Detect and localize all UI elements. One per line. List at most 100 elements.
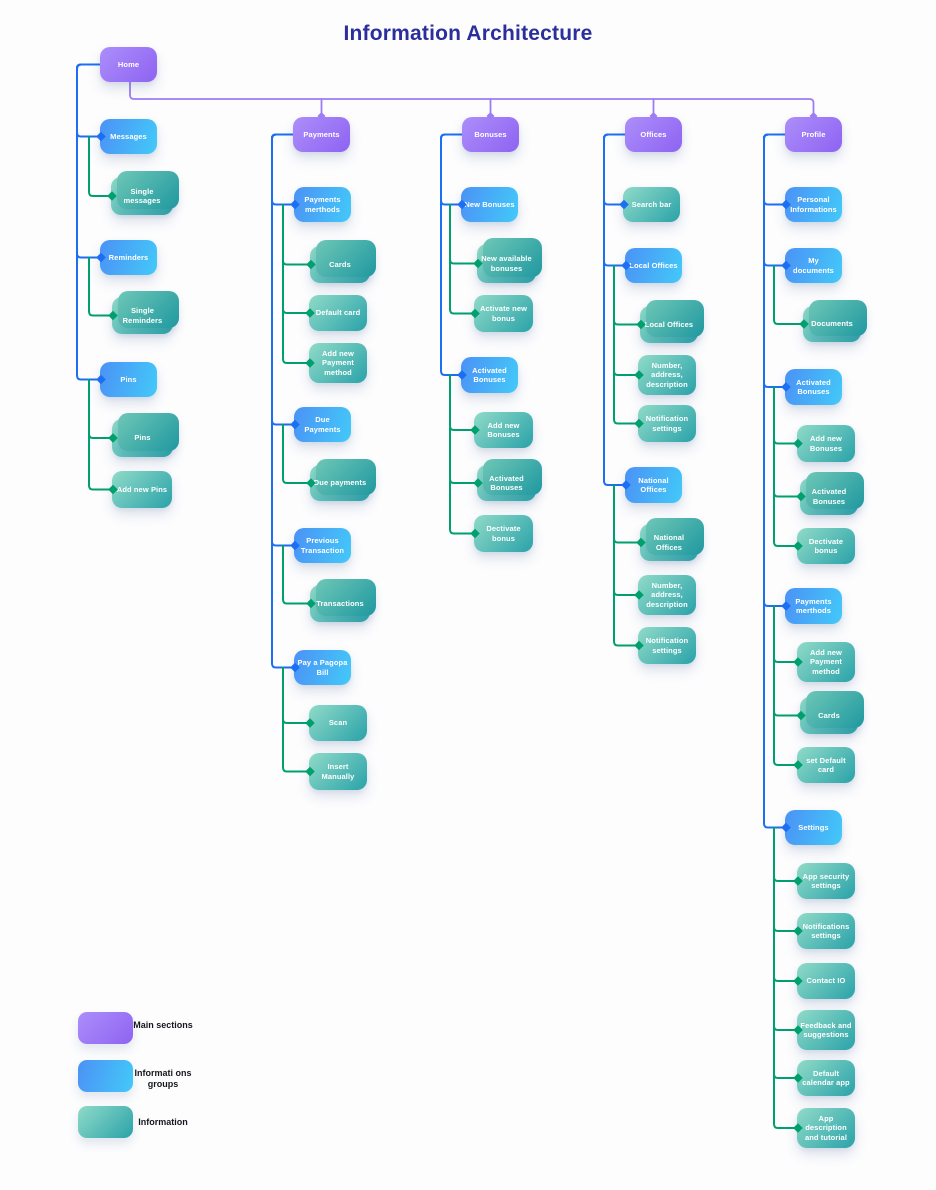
node-my-documents[interactable]: My documents [785,248,842,283]
node-label: National Offices [653,533,685,552]
wire-due-payments [271,133,294,426]
node-set-default-card[interactable]: set Default card [797,747,855,783]
node-new-available-bonuses[interactable]: New available bonuses [477,244,536,283]
wire-payments-methods-profile [763,133,786,607]
node-dectivate-bonus-profile[interactable]: Dectivate bonus [797,528,855,564]
wire-new-bonuses [440,133,463,206]
node-add-new-payment-method-profile[interactable]: Add new Payment method [797,642,855,682]
node-label: Pins [134,433,151,443]
node-label: Personal Informations [790,195,837,214]
node-messages[interactable]: Messages [100,119,157,154]
node-national-offices-info[interactable]: National Offices [640,524,698,561]
node-profile[interactable]: Profile [785,117,842,152]
node-activated-bonuses-profile[interactable]: Activated Bonuses [785,369,842,405]
node-pins[interactable]: Pins [100,362,157,397]
node-label: Add new Payment method [322,348,354,377]
node-app-description-and-tutorial[interactable]: App description and tutorial [797,1108,855,1148]
node-label: Pins [120,374,137,384]
node-contact-io[interactable]: Contact IO [797,963,855,999]
node-payments[interactable]: Payments [293,117,350,152]
node-label: Cards [329,259,351,269]
node-default-calendar-app[interactable]: Default calendar app [797,1060,855,1096]
node-number-address-local[interactable]: Number, address, description [638,355,696,395]
node-label: National Offices [638,475,669,494]
node-single-reminders[interactable]: Single Reminders [112,297,173,334]
node-activated-bonuses-profile-info[interactable]: Activated Bonuses [800,478,858,515]
node-notification-settings-local[interactable]: Notification settings [638,405,696,442]
node-payments-methods-profile[interactable]: Payments merthods [785,588,842,624]
node-label: Activated Bonuses [811,487,847,506]
node-default-card[interactable]: Default card [309,295,367,331]
node-settings[interactable]: Settings [785,810,842,845]
node-personal-informations[interactable]: Personal Informations [785,187,842,222]
node-pay-pagopa-bill[interactable]: Pay a Pagopa Bill [294,650,351,685]
node-local-offices-info[interactable]: Local Offices [640,306,698,343]
node-add-new-pins[interactable]: Add new Pins [112,471,172,508]
node-label: Add new Bonuses [809,434,843,453]
node-cards[interactable]: Cards [310,246,370,283]
node-cards-profile[interactable]: Cards [800,697,858,734]
node-label: New available bonuses [481,254,532,273]
node-search-bar[interactable]: Search bar [623,187,680,222]
node-activated-bonuses-info[interactable]: Activated Bonuses [477,465,536,501]
wire-search-bar [603,133,626,206]
node-label: Number, address, description [646,360,688,389]
node-activate-new-bonus[interactable]: Activate new bonus [474,295,533,332]
node-app-security-settings[interactable]: App security settings [797,863,855,899]
node-feedback-and-suggestions[interactable]: Feedback and suggestions [797,1010,855,1050]
node-bonuses[interactable]: Bonuses [462,117,519,152]
node-label: My documents [793,256,834,275]
node-previous-transaction[interactable]: Previous Transaction [294,528,351,563]
node-activated-bonuses[interactable]: Activated Bonuses [461,357,518,393]
node-offices[interactable]: Offices [625,117,682,152]
page-title: Information Architecture [343,22,593,45]
wire-pay-pagopa-bill [271,133,294,669]
node-dectivate-bonus[interactable]: Dectivate bonus [474,515,533,552]
node-number-address-national[interactable]: Number, address, description [638,575,696,615]
wire-reminders [76,63,101,259]
node-pins-info[interactable]: Pins [112,419,173,457]
node-add-new-payment-method[interactable]: Add new Payment method [309,343,367,383]
node-new-bonuses[interactable]: New Bonuses [461,187,518,222]
node-label: Default calendar app [802,1068,850,1087]
node-transactions[interactable]: Transactions [310,585,370,622]
wire-pins [76,63,101,381]
node-home[interactable]: Home [100,47,157,82]
node-add-new-bonuses[interactable]: Add new Bonuses [474,412,533,448]
node-due-payments[interactable]: Due Payments [294,407,351,442]
legend-swatch-informations-groups [78,1060,133,1092]
node-label: Bonuses [474,129,507,139]
node-due-payments-info[interactable]: Due payments [310,465,370,501]
node-label: Add new Payment method [810,647,842,676]
wire-my-documents [763,133,786,267]
node-reminders[interactable]: Reminders [100,240,157,275]
node-local-offices[interactable]: Local Offices [625,248,682,283]
node-label: Dectivate bonus [808,536,844,555]
node-notification-settings-national[interactable]: Notification settings [638,627,696,664]
node-label: Documents [811,319,853,329]
node-notifications-settings[interactable]: Notifications settings [797,913,855,949]
node-label: Home [117,59,140,69]
node-label: Transactions [316,598,364,608]
wire-activated-bonuses [440,133,463,376]
wire-settings [763,133,786,829]
node-insert-manually[interactable]: Insert Manually [309,753,367,790]
node-add-new-bonuses-profile[interactable]: Add new Bonuses [797,425,855,462]
node-label: set Default card [806,755,846,774]
node-documents[interactable]: Documents [803,306,861,342]
node-label: Offices [640,129,667,139]
node-single-messages[interactable]: Single messages [111,177,173,215]
wire-dectivate-bonus [449,374,473,535]
wire-set-default-card [773,605,796,766]
node-national-offices[interactable]: National Offices [625,467,682,503]
node-label: Default card [315,308,361,318]
node-label: Single messages [123,186,161,205]
node-scan[interactable]: Scan [309,705,367,741]
node-label: Cards [818,710,840,720]
node-payments-methods[interactable]: Payments merthods [294,187,351,222]
wire-notification-settings-local [613,264,637,425]
node-label: Single Reminders [122,306,163,325]
wire-messages [76,63,101,138]
wire-contact-io [773,826,796,982]
